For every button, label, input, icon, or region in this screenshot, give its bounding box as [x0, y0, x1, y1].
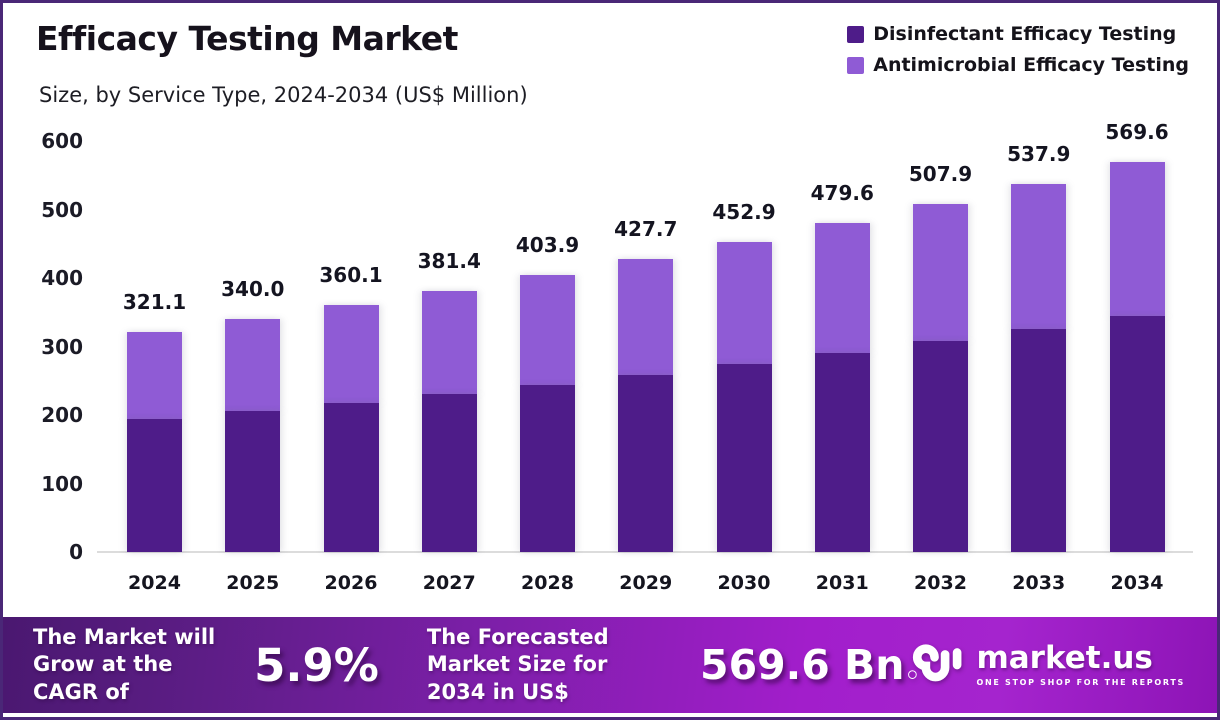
- brand-logo: market.us ONE STOP SHOP FOR THE REPORTS: [904, 640, 1185, 690]
- legend-swatch-antimicrobial-icon: [847, 56, 865, 74]
- x-axis-tick-label: 2034: [1110, 572, 1164, 594]
- bar-total-label: 537.9: [1007, 141, 1071, 166]
- x-axis-tick-label: 2033: [1012, 572, 1066, 594]
- x-axis-tick-label: 2031: [815, 572, 869, 594]
- x-axis-tick-label: 2025: [226, 572, 280, 594]
- bar-total-label: 479.6: [810, 181, 874, 206]
- bar-segment-antimicrobial: [323, 305, 379, 403]
- x-axis-tick-label: 2027: [422, 572, 476, 594]
- brand-tagline: ONE STOP SHOP FOR THE REPORTS: [976, 678, 1185, 687]
- cagr-text: The Market will Grow at the CAGR of: [33, 625, 216, 704]
- bar-segment-antimicrobial: [127, 332, 182, 419]
- bar-segment-antimicrobial: [520, 275, 575, 385]
- bar-total-label: 452.9: [712, 199, 776, 224]
- y-axis-tick-label: 600: [41, 129, 83, 153]
- bar-segment-antimicrobial: [421, 290, 477, 394]
- y-axis-tick-label: 300: [41, 334, 83, 359]
- bar-total-label: 321.1: [122, 290, 187, 315]
- bar-segment-disinfectant: [127, 418, 182, 552]
- x-axis-tick-label: 2032: [914, 572, 967, 594]
- bar-segment-antimicrobial: [618, 259, 674, 375]
- brand-text-block: market.us ONE STOP SHOP FOR THE REPORTS: [976, 640, 1185, 688]
- banner: The Market will Grow at the CAGR of 5.9%…: [3, 617, 1217, 713]
- legend-item-disinfectant: Disinfectant Efficacy Testing: [847, 23, 1189, 45]
- bar-segment-disinfectant: [913, 341, 968, 552]
- bar-total-label: 381.4: [417, 248, 481, 273]
- bar-segment-disinfectant: [1109, 315, 1165, 552]
- legend-item-antimicrobial: Antimicrobial Efficacy Testing: [847, 54, 1189, 76]
- bar-total-label: 403.9: [515, 233, 580, 258]
- bar-segment-antimicrobial: [716, 241, 772, 365]
- legend-label-antimicrobial: Antimicrobial Efficacy Testing: [873, 54, 1189, 76]
- bar-segment-disinfectant: [225, 411, 281, 552]
- x-axis-tick-label: 2030: [717, 572, 771, 594]
- bar-total-label: 569.6: [1105, 119, 1169, 144]
- cagr-value: 5.9%: [254, 638, 379, 692]
- x-axis-tick-label: 2028: [521, 572, 574, 594]
- legend-label-disinfectant: Disinfectant Efficacy Testing: [873, 23, 1177, 45]
- x-axis-tick-label: 2029: [619, 572, 673, 594]
- bar-total-label: 340.0: [221, 277, 285, 302]
- forecast-text: The Forecasted Market Size for 2034 in U…: [426, 625, 609, 704]
- x-axis-tick-label: 2026: [324, 572, 378, 594]
- bar-total-label: 360.1: [319, 263, 383, 288]
- bar-segment-disinfectant: [421, 393, 477, 552]
- bar-segment-disinfectant: [814, 353, 870, 552]
- x-axis-tick-label: 2024: [128, 572, 181, 594]
- bar-segment-antimicrobial: [1109, 161, 1165, 316]
- bar-segment-disinfectant: [1011, 329, 1067, 552]
- y-axis-tick-label: 0: [69, 540, 83, 564]
- bar-total-label: 427.7: [614, 217, 678, 242]
- x-axis-line: [97, 551, 1193, 553]
- legend-swatch-disinfectant-icon: [847, 25, 865, 43]
- bar-segment-disinfectant: [323, 402, 379, 552]
- y-axis-tick-label: 100: [41, 471, 83, 496]
- bar-segment-disinfectant: [618, 374, 674, 552]
- bar-total-label: 507.9: [908, 162, 973, 187]
- bar-segment-disinfectant: [520, 384, 575, 552]
- brand-name: market.us: [976, 640, 1153, 676]
- bar-segment-antimicrobial: [1011, 183, 1067, 330]
- bar-segment-antimicrobial: [913, 204, 968, 342]
- bar-segment-antimicrobial: [225, 319, 281, 412]
- y-axis-tick-label: 400: [41, 266, 83, 290]
- chart-subtitle: Size, by Service Type, 2024-2034 (US$ Mi…: [39, 83, 528, 107]
- market-us-logo-icon: [908, 644, 962, 682]
- legend: Disinfectant Efficacy Testing Antimicrob…: [847, 23, 1189, 76]
- chart-plot: 0 100 200 300 400 500 600 321.1 2024 340.0 2025 360…: [3, 3, 1217, 717]
- page-title: Efficacy Testing Market: [36, 19, 458, 58]
- forecast-value: 569.6 Bn: [700, 641, 905, 689]
- y-axis-tick-label: 200: [41, 403, 83, 427]
- bar-segment-disinfectant: [716, 364, 772, 552]
- bar-segment-antimicrobial: [814, 223, 870, 354]
- y-axis-tick-label: 500: [41, 197, 83, 222]
